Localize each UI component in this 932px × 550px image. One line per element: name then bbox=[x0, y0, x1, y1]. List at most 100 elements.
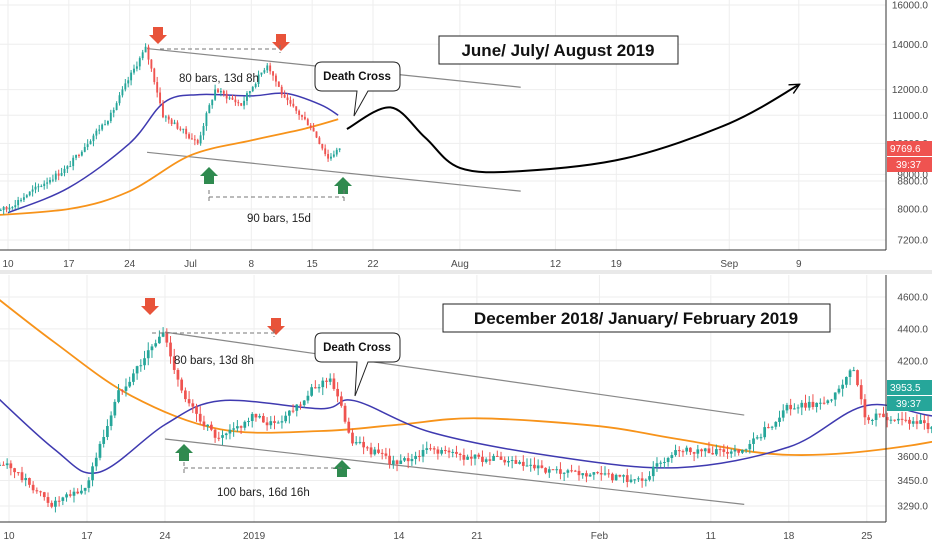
candle-body bbox=[5, 207, 8, 210]
y-tick-label: 4200.0 bbox=[897, 356, 928, 367]
candle-body bbox=[184, 390, 187, 400]
candle-body bbox=[455, 451, 458, 454]
candle-body bbox=[315, 131, 318, 138]
candle-body bbox=[17, 200, 20, 206]
candle-body bbox=[347, 421, 351, 433]
candle-body bbox=[118, 95, 121, 104]
candle-body bbox=[219, 91, 222, 93]
candle-body bbox=[277, 81, 280, 87]
candle-body bbox=[128, 381, 132, 387]
candle-body bbox=[796, 407, 800, 409]
candle-body bbox=[182, 128, 185, 130]
candle-body bbox=[332, 154, 335, 157]
candle-body bbox=[104, 124, 106, 126]
candle-body bbox=[169, 342, 172, 357]
candle-body bbox=[263, 70, 266, 73]
candle-body bbox=[525, 465, 529, 467]
candle-body bbox=[98, 443, 102, 458]
candle-body bbox=[273, 421, 276, 423]
candle-body bbox=[507, 460, 510, 463]
candle-body bbox=[362, 441, 365, 448]
candle-body bbox=[301, 115, 303, 117]
candle-body bbox=[179, 128, 182, 130]
y-tick-label: 11000.0 bbox=[893, 111, 929, 122]
candle-body bbox=[514, 460, 518, 464]
red-arrow-down-icon bbox=[272, 34, 290, 51]
candle-body bbox=[321, 144, 324, 149]
candle-body bbox=[570, 470, 573, 472]
candle-body bbox=[13, 468, 16, 473]
candle-body bbox=[614, 474, 618, 481]
candle-body bbox=[188, 134, 190, 139]
candle-body bbox=[911, 421, 915, 424]
candle-body bbox=[703, 448, 707, 452]
candle-body bbox=[210, 424, 213, 430]
candle-body bbox=[302, 400, 306, 406]
candle-body bbox=[283, 94, 286, 98]
chart-panel-bottom: December 2018/ January/ February 2019 De… bbox=[0, 275, 932, 542]
candle-body bbox=[499, 456, 503, 460]
candle-body bbox=[833, 392, 837, 400]
candle-body bbox=[481, 456, 484, 462]
candle-body bbox=[848, 370, 852, 377]
candle-body bbox=[66, 166, 69, 169]
candle-body bbox=[153, 68, 156, 83]
candle-body bbox=[310, 387, 313, 396]
candle-body bbox=[826, 400, 830, 404]
candle-body bbox=[327, 154, 330, 159]
candle-body bbox=[692, 452, 696, 454]
x-tick-label: 22 bbox=[367, 259, 379, 270]
candle-body bbox=[16, 472, 20, 474]
candle-body bbox=[31, 189, 34, 192]
y-tick-label: 3290.0 bbox=[897, 502, 928, 513]
candle-body bbox=[239, 426, 243, 428]
candle-body bbox=[42, 492, 46, 498]
candle-body bbox=[733, 449, 737, 452]
candle-body bbox=[436, 449, 440, 454]
candle-body bbox=[132, 373, 135, 382]
candle-body bbox=[741, 449, 744, 453]
candle-body bbox=[83, 147, 86, 152]
candle-body bbox=[330, 156, 332, 159]
candle-body bbox=[837, 388, 841, 393]
candle-body bbox=[34, 186, 37, 190]
candle-body bbox=[173, 122, 176, 125]
candle-body bbox=[225, 93, 228, 99]
candle-body bbox=[115, 103, 118, 111]
candle-body bbox=[462, 455, 466, 460]
candle-body bbox=[224, 433, 228, 436]
x-tick-label: 18 bbox=[783, 531, 795, 542]
candle-body bbox=[28, 478, 31, 485]
candle-body bbox=[57, 173, 60, 176]
candle-body bbox=[559, 469, 562, 474]
candle-body bbox=[477, 454, 481, 457]
candle-body bbox=[365, 447, 369, 449]
candle-body bbox=[211, 99, 214, 106]
candle-body bbox=[581, 473, 585, 476]
death-cross-label: Death Cross bbox=[323, 342, 391, 354]
x-tick-label: 11 bbox=[706, 531, 717, 542]
candle-body bbox=[707, 448, 711, 454]
candle-body bbox=[926, 423, 930, 430]
candle-body bbox=[317, 387, 321, 389]
candle-body bbox=[92, 135, 95, 142]
death-cross-callout bbox=[314, 332, 401, 397]
candle-body bbox=[922, 420, 926, 424]
candle-body bbox=[804, 402, 807, 408]
candle-body bbox=[343, 405, 347, 422]
candle-body bbox=[870, 419, 874, 421]
candle-body bbox=[767, 427, 770, 429]
candle-body bbox=[20, 472, 24, 481]
candle-body bbox=[622, 475, 625, 477]
candle-body bbox=[280, 421, 284, 423]
candle-body bbox=[228, 97, 231, 99]
candle-body bbox=[109, 415, 113, 426]
candle-body bbox=[737, 449, 741, 453]
x-tick-label: 12 bbox=[550, 259, 562, 270]
candle-body bbox=[254, 413, 258, 418]
candle-body bbox=[670, 455, 674, 459]
x-tick-label: 14 bbox=[393, 531, 405, 542]
x-tick-label: 8 bbox=[249, 259, 255, 270]
candle-body bbox=[150, 59, 153, 69]
candle-body bbox=[54, 500, 57, 507]
